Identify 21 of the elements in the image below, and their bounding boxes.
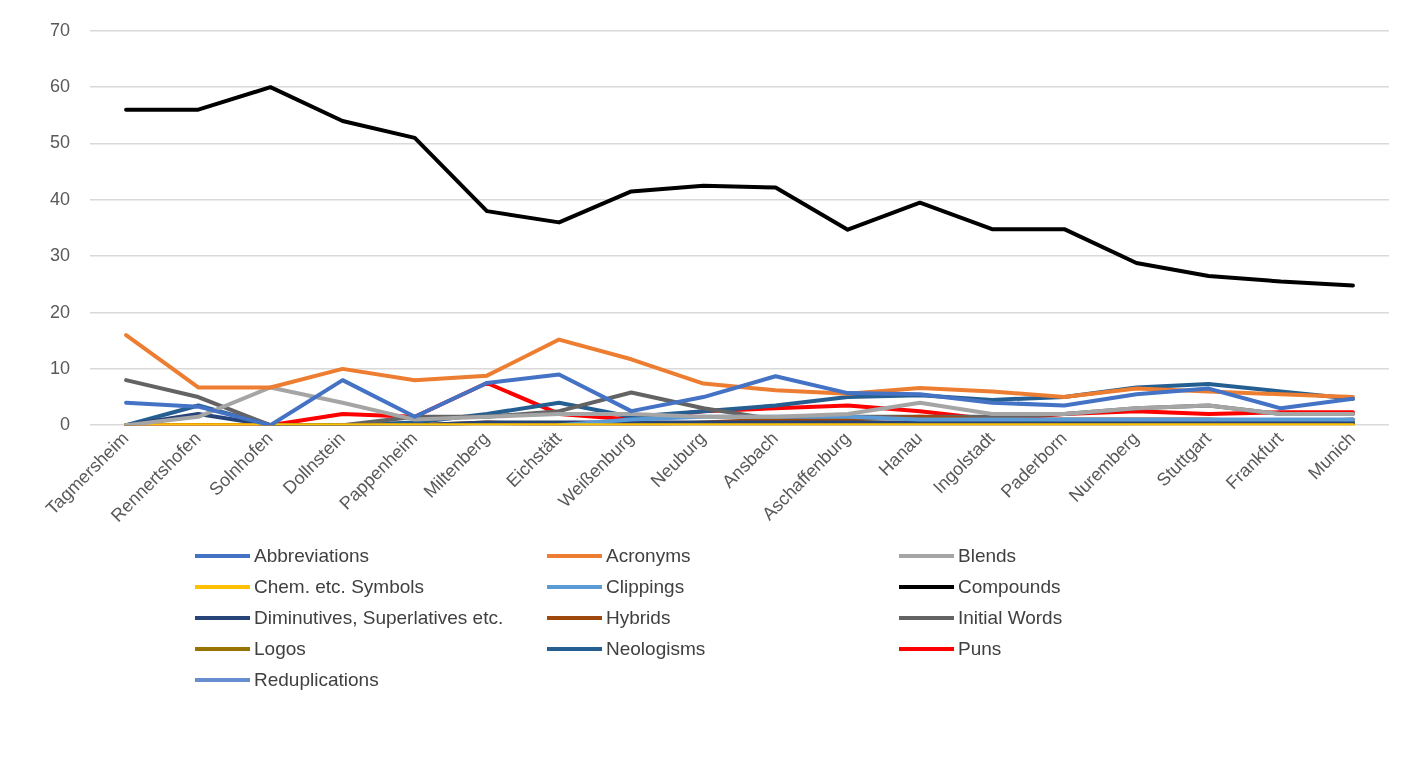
y-tick-label: 30 <box>49 245 71 266</box>
y-tick-label: 0 <box>60 414 71 435</box>
legend-label: Compounds <box>958 576 1061 598</box>
y-tick-label: 20 <box>49 301 71 322</box>
legend-label: Blends <box>958 545 1017 567</box>
legend-label: Neologisms <box>606 638 706 660</box>
y-tick-label: 50 <box>49 132 71 153</box>
legend-label: Logos <box>254 638 306 660</box>
legend-label: Diminutives, Superlatives etc. <box>254 607 504 629</box>
y-tick-label: 10 <box>49 357 71 378</box>
y-tick-label: 60 <box>49 76 71 97</box>
legend-label: Chem. etc. Symbols <box>254 576 424 598</box>
legend-label: Puns <box>958 638 1002 660</box>
y-tick-label: 70 <box>49 19 71 40</box>
legend-label: Hybrids <box>606 607 671 629</box>
legend-label: Reduplications <box>254 669 379 691</box>
legend-label: Clippings <box>606 576 685 598</box>
legend-label: Acronyms <box>606 545 691 567</box>
legend-label: Initial Words <box>958 607 1063 629</box>
y-tick-label: 40 <box>49 188 71 209</box>
legend-label: Abbreviations <box>254 545 370 567</box>
